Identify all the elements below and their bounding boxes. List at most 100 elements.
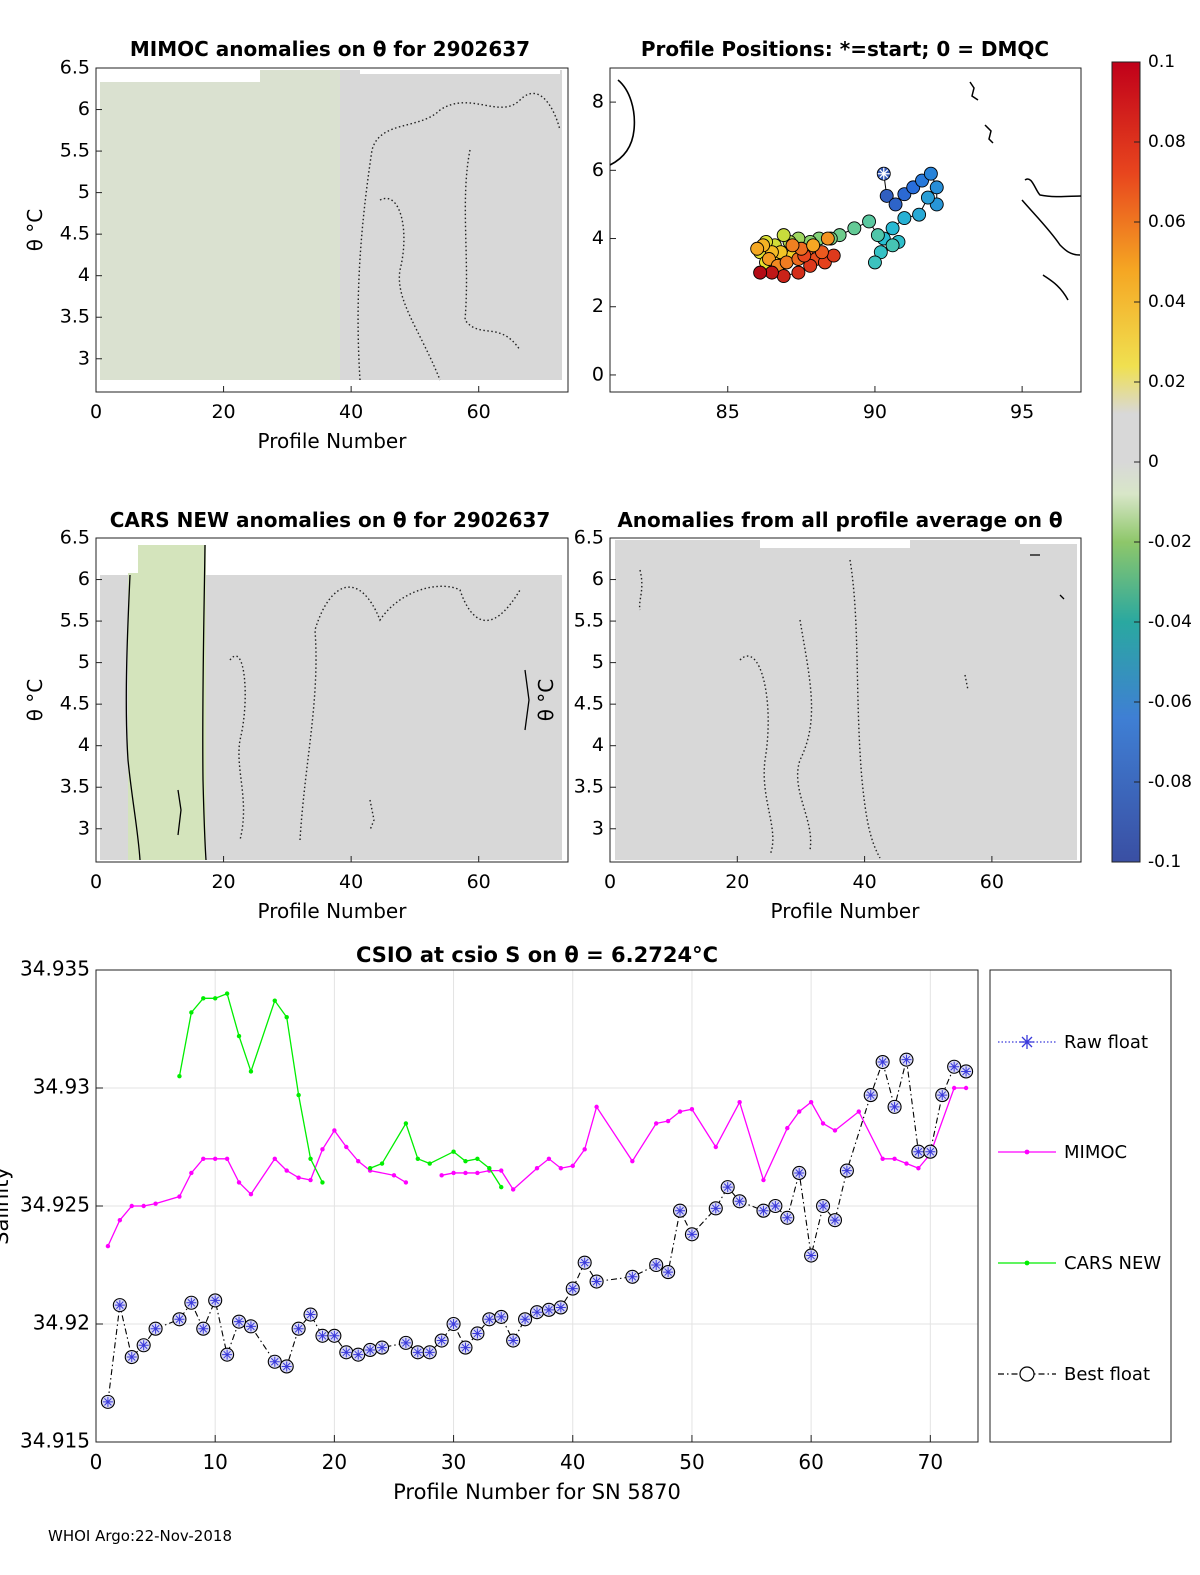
best-float-point bbox=[208, 1293, 223, 1308]
raw-float-star bbox=[138, 1340, 149, 1351]
raw-float-star bbox=[305, 1309, 316, 1320]
best-float-point bbox=[804, 1248, 819, 1263]
best-float-point bbox=[518, 1312, 533, 1327]
position-point-7 bbox=[929, 180, 944, 195]
raw-float-star bbox=[627, 1271, 638, 1282]
avg-ytick-0: 3 bbox=[592, 817, 604, 839]
legend-raw-label: Raw float bbox=[1064, 1032, 1148, 1053]
best-float-point bbox=[947, 1059, 962, 1074]
cars-new-point bbox=[451, 1149, 456, 1154]
raw-float-star bbox=[782, 1212, 793, 1223]
raw-float-star bbox=[448, 1319, 459, 1329]
mimoc-point bbox=[499, 1168, 504, 1173]
cars-ylabel: θ °C bbox=[23, 679, 47, 722]
positions-xtick-2: 95 bbox=[1010, 401, 1034, 423]
mimoc-point bbox=[856, 1109, 862, 1114]
colorbar-tick-10: -0.1 bbox=[1148, 852, 1181, 872]
mimoc-point bbox=[689, 1107, 695, 1112]
mimoc-point bbox=[463, 1170, 468, 1176]
raw-float-star bbox=[353, 1349, 364, 1360]
best-float-point bbox=[267, 1354, 282, 1369]
best-float-point bbox=[661, 1265, 676, 1280]
best-float-point bbox=[172, 1312, 187, 1327]
csio-ytick-4: 34.935 bbox=[20, 957, 90, 981]
cars-solid-contour-right bbox=[202, 544, 207, 861]
cars-ticks: 0 20 40 60 3 3.5 4 4.5 5 5.5 6 6.5 bbox=[60, 527, 491, 894]
legend-best-marker bbox=[1019, 1366, 1035, 1382]
legend-cars-label: CARS NEW bbox=[1064, 1253, 1161, 1274]
position-point-16 bbox=[867, 255, 882, 270]
mimoc-point bbox=[296, 1175, 301, 1180]
position-point-20 bbox=[847, 221, 862, 236]
cars-new-line-0 bbox=[178, 992, 324, 1183]
best-float-point bbox=[923, 1144, 938, 1159]
raw-float-star bbox=[198, 1323, 209, 1334]
colorbar-tick-9: -0.08 bbox=[1148, 772, 1192, 792]
avg-field bbox=[615, 540, 1077, 860]
position-point-57 bbox=[806, 238, 821, 253]
avg-xtick-1: 20 bbox=[725, 871, 749, 893]
csio-legend: Raw float MIMOC CARS NEW Best float bbox=[989, 969, 1172, 1443]
best-float-point bbox=[470, 1326, 485, 1341]
mimoc-field-green bbox=[100, 70, 340, 380]
best-float-point bbox=[410, 1345, 425, 1360]
position-point-10 bbox=[912, 207, 927, 222]
best-float-point bbox=[315, 1328, 330, 1343]
best-float-point bbox=[494, 1309, 509, 1324]
raw-float-star bbox=[520, 1314, 531, 1325]
raw-float-star bbox=[460, 1342, 471, 1353]
mimoc-point bbox=[558, 1166, 564, 1171]
mimoc-point bbox=[272, 1156, 277, 1162]
mimoc-line-1 bbox=[441, 1087, 967, 1191]
cars-new-point bbox=[236, 1033, 242, 1039]
csio-xtick-5: 50 bbox=[679, 1450, 704, 1474]
avg-anomaly-panel: Anomalies from all profile average on θ … bbox=[534, 508, 1082, 923]
best-float-point bbox=[756, 1203, 771, 1218]
raw-float-star bbox=[424, 1347, 435, 1358]
cars-anomaly-panel: CARS NEW anomalies on θ for 2902637 Prof… bbox=[23, 508, 569, 923]
raw-float-star bbox=[293, 1323, 304, 1334]
best-float-point bbox=[148, 1321, 163, 1336]
csio-xtick-0: 0 bbox=[90, 1450, 103, 1474]
cars-ytick-4: 5 bbox=[78, 651, 90, 673]
mimoc-point bbox=[880, 1156, 885, 1162]
raw-float-star bbox=[555, 1302, 566, 1313]
raw-float-star bbox=[365, 1344, 376, 1355]
avg-dotted-contour bbox=[638, 559, 969, 859]
csio-xtick-7: 70 bbox=[918, 1450, 943, 1474]
csio-ytick-3: 34.93 bbox=[33, 1075, 90, 1099]
avg-ticks: 0 20 40 60 3 3.5 4 4.5 5 5.5 6 6.5 bbox=[574, 527, 1004, 894]
best-float-point bbox=[100, 1394, 115, 1409]
best-float-point bbox=[375, 1340, 390, 1355]
csio-ytick-0: 34.915 bbox=[20, 1429, 90, 1453]
positions-xtick-0: 85 bbox=[716, 401, 740, 423]
mimoc-point bbox=[785, 1125, 790, 1131]
best-float-point bbox=[506, 1333, 521, 1348]
raw-float-star bbox=[841, 1165, 852, 1176]
position-point-47 bbox=[791, 265, 806, 280]
positions-ytick-2: 4 bbox=[592, 227, 604, 249]
mimoc-anomaly-panel: MIMOC anomalies on θ for 2902637 Profile… bbox=[23, 37, 569, 453]
cars-new-point bbox=[463, 1158, 468, 1164]
mimoc-axes bbox=[95, 67, 569, 393]
raw-float-star bbox=[675, 1205, 686, 1216]
mimoc-point bbox=[951, 1085, 957, 1091]
position-point-48 bbox=[776, 269, 791, 283]
cars-new-line-1 bbox=[369, 1121, 502, 1188]
mimoc-point bbox=[510, 1187, 516, 1192]
mimoc-dotted-contour bbox=[357, 92, 561, 381]
mimoc-field-top-gap2 bbox=[360, 68, 560, 74]
cars-new-point bbox=[475, 1156, 480, 1162]
csio-title: CSIO at csio S on θ = 6.2724°C bbox=[356, 943, 718, 967]
raw-float-star bbox=[949, 1061, 960, 1072]
csio-xtick-4: 40 bbox=[560, 1450, 585, 1474]
best-float-point bbox=[184, 1295, 199, 1310]
cars-new-point bbox=[367, 1166, 373, 1171]
raw-float-star bbox=[877, 1057, 888, 1068]
csio-grid bbox=[95, 969, 978, 1443]
avg-field-top-gap bbox=[760, 538, 910, 548]
cars-ytick-5: 5.5 bbox=[60, 610, 90, 632]
legend-mimoc-marker bbox=[1024, 1149, 1030, 1155]
csio-ylabel: Salinity bbox=[0, 1167, 13, 1245]
best-float-point bbox=[911, 1144, 926, 1159]
